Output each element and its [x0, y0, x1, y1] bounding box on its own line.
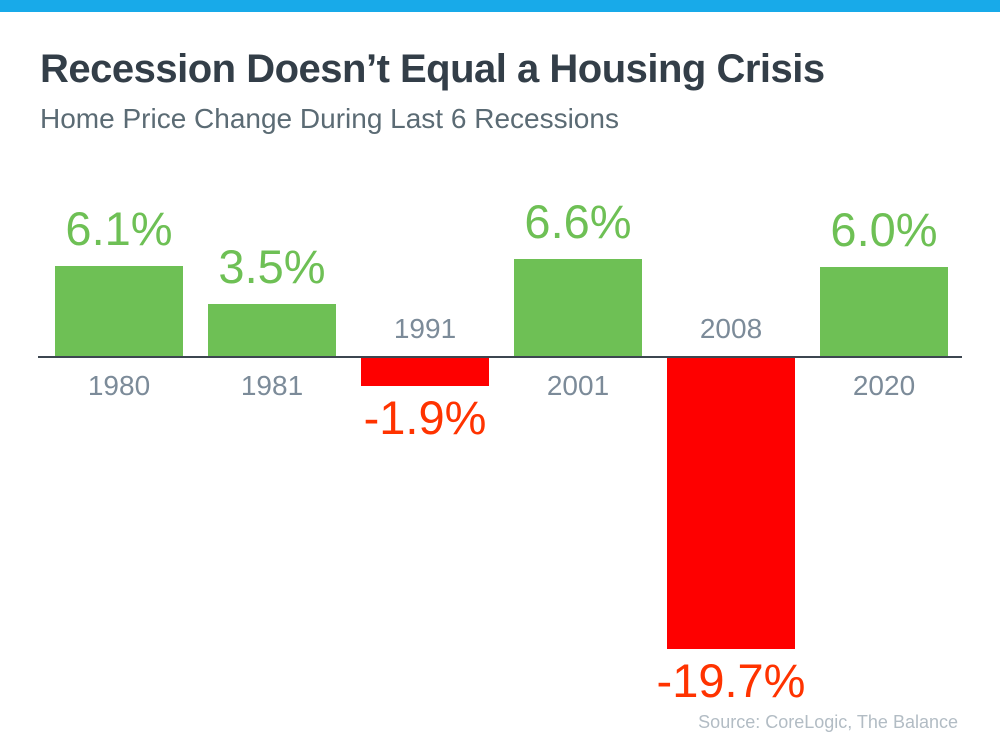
bar-1991	[361, 358, 489, 386]
value-label-2020: 6.0%	[830, 203, 938, 256]
bar-1981	[208, 304, 336, 356]
category-label-1981: 1981	[240, 370, 304, 401]
value-label-1980: 6.1%	[65, 202, 173, 255]
bar-1980	[55, 266, 183, 356]
value-label-2008: -19.7%	[656, 654, 806, 707]
x-axis-line	[38, 356, 962, 358]
bar-2001	[514, 259, 642, 356]
page-title: Recession Doesn’t Equal a Housing Crisis	[40, 47, 825, 91]
top-accent-bar	[0, 0, 1000, 12]
bar-2008	[667, 358, 795, 649]
category-label-2020: 2020	[852, 370, 916, 401]
category-label-2008: 2008	[699, 313, 763, 344]
category-label-1980: 1980	[87, 370, 151, 401]
value-label-1991: -1.9%	[363, 391, 487, 444]
value-label-1981: 3.5%	[218, 240, 326, 293]
category-label-1991: 1991	[393, 313, 457, 344]
source-credit: Source: CoreLogic, The Balance	[698, 712, 958, 732]
bar-2020	[820, 267, 948, 356]
page-subtitle: Home Price Change During Last 6 Recessio…	[40, 103, 619, 134]
category-label-2001: 2001	[546, 370, 610, 401]
value-label-2001: 6.6%	[524, 195, 632, 248]
